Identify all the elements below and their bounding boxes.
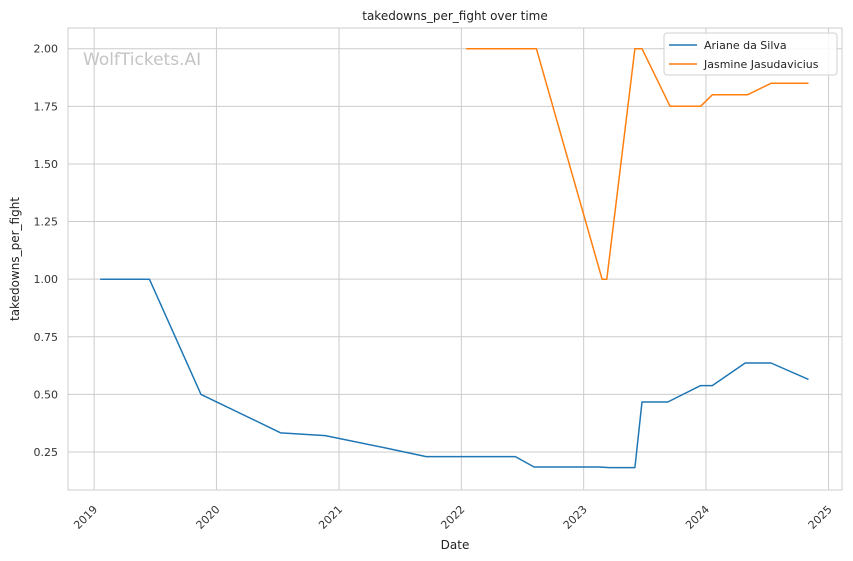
y-tick-label: 1.00 <box>34 273 59 286</box>
plot-frame <box>67 27 843 491</box>
chart-title: takedowns_per_fight over time <box>362 9 548 23</box>
legend-label-jasmine-jasudavicius: Jasmine Jasudavicius <box>703 58 819 71</box>
y-tick-label: 1.50 <box>34 158 59 171</box>
watermark-text: WolfTickets.AI <box>83 50 201 70</box>
legend-label-ariane-da-silva: Ariane da Silva <box>704 39 787 52</box>
y-axis-title: takedowns_per_fight <box>8 197 22 321</box>
y-tick-label: 0.25 <box>34 446 59 459</box>
x-tick-label: 2021 <box>316 503 345 532</box>
x-tick-labels: 2019 2020 2021 2022 2023 2024 2025 <box>71 503 834 532</box>
x-gridlines <box>93 28 830 490</box>
x-tick-label: 2024 <box>683 503 712 532</box>
y-tick-labels: 0.25 0.50 0.75 1.00 1.25 1.50 1.75 2.00 <box>34 43 59 459</box>
legend-box <box>663 32 838 76</box>
x-tick-label: 2020 <box>194 503 223 532</box>
y-tick-label: 2.00 <box>34 43 59 56</box>
x-tick-label: 2022 <box>438 503 467 532</box>
x-tick-label: 2025 <box>806 503 835 532</box>
x-tick-label: 2023 <box>561 503 590 532</box>
y-tick-label: 1.25 <box>34 216 59 229</box>
y-tick-label: 1.75 <box>34 100 59 113</box>
y-tick-label: 0.75 <box>34 331 59 344</box>
y-gridlines <box>68 48 842 453</box>
series-line-ariane-da-silva <box>100 278 809 469</box>
x-tick-label: 2019 <box>71 503 100 532</box>
series-line-jasmine-jasudavicius <box>466 47 809 280</box>
x-axis-title: Date <box>441 538 470 552</box>
plot-area <box>68 28 842 490</box>
legend: Ariane da Silva Jasmine Jasudavicius <box>663 32 838 76</box>
y-tick-label: 0.50 <box>34 388 59 401</box>
series-layer <box>100 47 809 469</box>
